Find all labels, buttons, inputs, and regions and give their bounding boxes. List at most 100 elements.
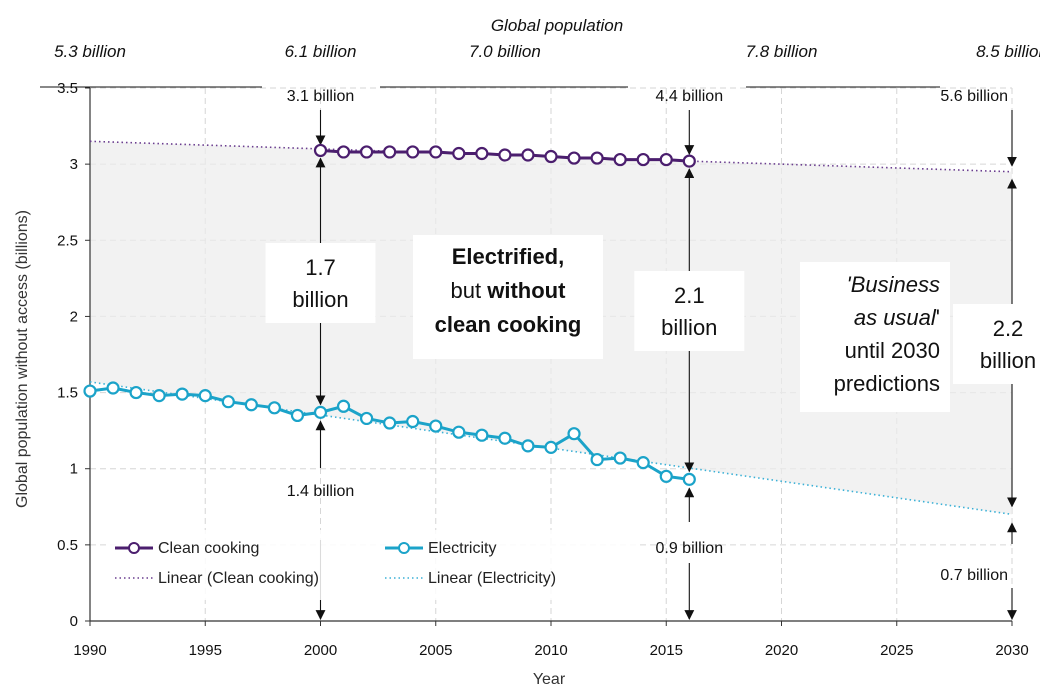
center-box-segment: but [451, 278, 488, 303]
point-electricity [221, 395, 235, 409]
point-clean-cooking [613, 152, 627, 167]
trendline-clean-cooking [89, 140, 1013, 173]
bau-box-segment: as usual [854, 305, 937, 330]
legend-label: Linear (Clean cooking) [158, 570, 319, 587]
point-clean-cooking [406, 145, 420, 159]
point-electricity [175, 387, 189, 401]
point-electricity [636, 456, 650, 470]
x-tick-label: 1995 [189, 642, 222, 659]
point-electricity [83, 384, 97, 398]
global-population-label: 7.0 billion [469, 42, 541, 61]
y-tick-label: 1 [70, 461, 78, 478]
elec-2000-label: 1.4 billion [287, 483, 355, 500]
center-box-bg [413, 235, 603, 359]
point-electricity [406, 414, 420, 429]
point-electricity [544, 440, 558, 454]
x-tick-label: 2005 [419, 642, 452, 659]
x-tick-label: 1990 [73, 642, 106, 659]
x-tick-label: 2030 [995, 642, 1028, 659]
gap-2000-text: billion [292, 287, 348, 312]
point-clean-cooking [383, 145, 397, 159]
point-electricity [659, 469, 673, 483]
bau-box-segment: until 2030 [845, 338, 940, 363]
point-electricity [152, 389, 166, 403]
point-clean-cooking [475, 146, 489, 161]
legend-label: Clean cooking [158, 540, 259, 557]
x-tick-label: 2025 [880, 642, 913, 659]
point-clean-cooking [636, 152, 650, 167]
point-electricity [336, 399, 351, 413]
bau-box-line: predictions [834, 371, 940, 396]
legend-marker [128, 542, 140, 554]
y-tick-label: 1.5 [57, 385, 78, 402]
cooking-2030-label: 5.6 billion [940, 88, 1008, 105]
x-tick-label: 2015 [650, 642, 683, 659]
x-tick-label: 2000 [304, 642, 337, 659]
center-box-line: clean cooking [435, 312, 582, 337]
gap-2016-text: 2.1 [674, 283, 705, 308]
legend-label: Electricity [428, 540, 496, 557]
bau-box-segment: 'Business [847, 272, 940, 297]
legend: Clean cooking Electricity Linear (Clean co… [108, 530, 638, 600]
point-electricity [613, 451, 627, 465]
elec-2030-label: 0.7 billion [940, 567, 1008, 584]
global-population-label: 8.5 billion [976, 42, 1040, 61]
point-clean-cooking [452, 146, 466, 161]
legend-marker [398, 542, 410, 554]
center-box-segment: clean cooking [435, 312, 582, 337]
gap-2030-box [953, 304, 1040, 384]
point-electricity [198, 389, 212, 403]
gap-2030-text: 2.2 [993, 316, 1024, 341]
y-tick-label: 0 [70, 613, 78, 630]
y-axis-title: Global population without access (billio… [14, 210, 31, 508]
center-box-segment: Electrified, [452, 244, 564, 269]
point-clean-cooking [336, 145, 351, 159]
point-electricity [360, 411, 374, 426]
y-tick-label: 3.5 [57, 80, 78, 97]
annotations: 5.3 billion 6.1 billion 7.0 billion 7.8 bil… [40, 42, 1040, 620]
x-tick-label: 2010 [534, 642, 567, 659]
bau-box-bg [800, 262, 950, 412]
legend-bg [108, 530, 638, 600]
point-electricity [244, 398, 258, 412]
point-electricity [429, 419, 443, 433]
point-electricity [383, 416, 397, 430]
x-axis-title: Year [533, 671, 566, 688]
elec-2016-label: 0.9 billion [655, 540, 723, 557]
x-tick-label: 2020 [765, 642, 798, 659]
point-electricity [682, 472, 696, 486]
axes: 0 0.5 1 1.5 2 2.5 3 3.5 1990 1995 2000 2005 2010 2015… [57, 80, 1029, 659]
point-clean-cooking [498, 148, 512, 162]
point-clean-cooking [544, 149, 558, 164]
point-electricity [590, 452, 604, 467]
legend-label: Linear (Electricity) [428, 570, 556, 587]
point-electricity [313, 405, 328, 419]
gap-2030-text: billion [980, 348, 1036, 373]
chart-title: Global population [491, 16, 623, 35]
center-box-line: but without [451, 278, 567, 303]
y-tick-label: 2.5 [57, 232, 78, 249]
bau-box-line: as usual' [854, 305, 940, 330]
gap-2016-text: billion [661, 315, 717, 340]
bau-box-segment: predictions [834, 371, 940, 396]
gap-2000-box [265, 243, 376, 323]
y-tick-label: 2 [70, 308, 78, 325]
global-population-label: 7.8 billion [746, 42, 818, 61]
cooking-2016-label: 4.4 billion [655, 88, 723, 105]
bau-box-segment: ' [936, 305, 940, 330]
point-electricity [267, 401, 281, 415]
cooking-2000-label: 3.1 billion [287, 88, 355, 105]
point-clean-cooking [590, 151, 604, 165]
point-electricity [452, 425, 466, 439]
bau-box-line: until 2030 [845, 338, 940, 363]
point-electricity [521, 439, 535, 453]
point-electricity [475, 428, 489, 442]
point-clean-cooking [313, 143, 328, 158]
point-clean-cooking [521, 148, 535, 162]
point-clean-cooking [659, 152, 673, 167]
gap-2016-box [634, 271, 745, 351]
trendlines [89, 140, 1013, 516]
bau-box-line: 'Business [847, 272, 940, 297]
global-population-label: 6.1 billion [285, 42, 357, 61]
point-clean-cooking [682, 154, 696, 168]
